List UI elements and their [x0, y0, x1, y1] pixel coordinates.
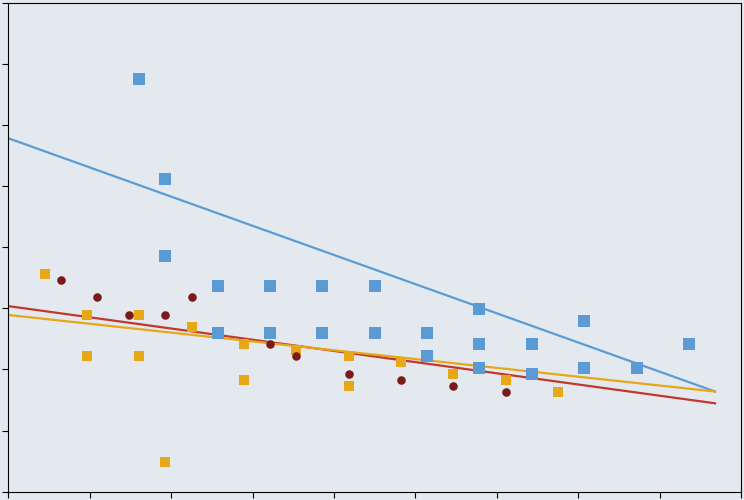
Point [526, 340, 538, 348]
Point [369, 328, 381, 336]
Point [316, 328, 328, 336]
Point [500, 376, 512, 384]
Point [343, 382, 355, 390]
Point [81, 352, 93, 360]
Point [238, 340, 250, 348]
Point [81, 311, 93, 319]
Point [526, 370, 538, 378]
Point [290, 352, 302, 360]
Point [238, 376, 250, 384]
Point [290, 346, 302, 354]
Point [212, 282, 224, 290]
Point [395, 358, 407, 366]
Point [343, 370, 355, 378]
Point [500, 388, 512, 396]
Point [447, 370, 459, 378]
Point [159, 176, 171, 184]
Point [447, 382, 459, 390]
Point [369, 282, 381, 290]
Point [473, 305, 485, 313]
Point [92, 294, 103, 302]
Point [55, 276, 67, 283]
Point [264, 340, 276, 348]
Point [133, 76, 145, 84]
Point [185, 322, 197, 330]
Point [395, 376, 407, 384]
Point [159, 458, 171, 466]
Point [631, 364, 643, 372]
Point [316, 282, 328, 290]
Point [123, 311, 135, 319]
Point [343, 352, 355, 360]
Point [159, 252, 171, 260]
Point [133, 352, 145, 360]
Point [578, 364, 590, 372]
Point [683, 340, 695, 348]
Point [473, 364, 485, 372]
Point [421, 352, 433, 360]
Point [39, 270, 51, 278]
Point [159, 311, 171, 319]
Point [212, 328, 224, 336]
Point [578, 317, 590, 325]
Point [133, 311, 145, 319]
Point [552, 388, 564, 396]
Point [185, 294, 197, 302]
Point [473, 340, 485, 348]
Point [264, 328, 276, 336]
Point [421, 328, 433, 336]
Point [264, 282, 276, 290]
